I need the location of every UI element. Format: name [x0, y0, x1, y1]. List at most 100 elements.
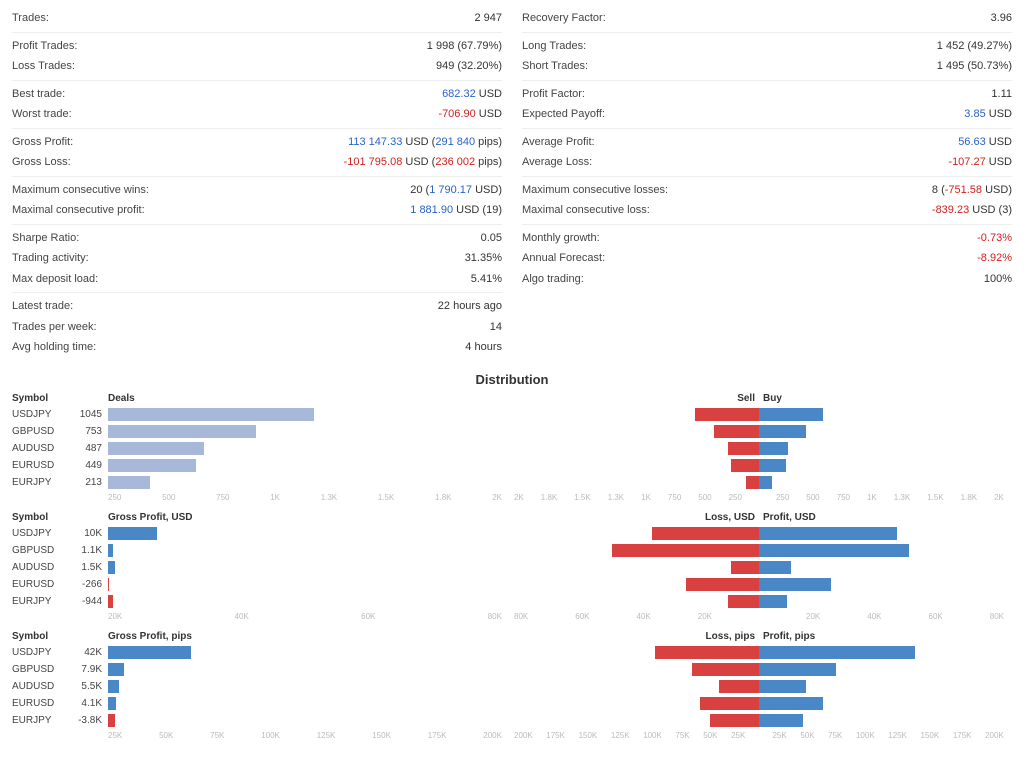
symbol-label: AUDUSD: [12, 681, 64, 692]
axis: 80K60K40K20K20K40K60K80K: [514, 612, 1004, 621]
stat-value: 14: [490, 319, 502, 336]
distribution-panel: SymbolDealsUSDJPY1045GBPUSD753AUDUSD487E…: [12, 393, 1012, 750]
stat-value: 20 (1 790.17 USD): [410, 182, 502, 199]
value-label: 5.5K: [64, 681, 108, 692]
bar: [108, 476, 150, 489]
stat-label: Avg holding time:: [12, 339, 96, 356]
chart-row: AUDUSD487: [12, 441, 502, 457]
bar-area: [108, 697, 502, 710]
bar-right: [759, 425, 806, 438]
bar-left: [728, 442, 759, 455]
stat-label: Trades:: [12, 10, 49, 27]
stat-row: Best trade:682.32 USD: [12, 80, 502, 105]
value-label: 753: [64, 426, 108, 437]
bar-right: [759, 595, 787, 608]
bar-area: [108, 459, 502, 472]
stat-row: Monthly growth:-0.73%: [522, 224, 1012, 249]
bar-right: [759, 697, 823, 710]
chart-row: AUDUSD5.5K: [12, 679, 502, 695]
bar-left: [710, 714, 759, 727]
value-label: -266: [64, 579, 108, 590]
stat-value: 949 (32.20%): [436, 58, 502, 75]
axis: 25K50K75K100K125K150K175K200K: [12, 731, 502, 740]
right-stats-column: Recovery Factor:3.96Long Trades:1 452 (4…: [522, 8, 1012, 358]
bar-right: [759, 663, 836, 676]
bar-area: [108, 680, 502, 693]
chart-header: Deals: [108, 393, 135, 404]
chart-row: EURJPY-944: [12, 594, 502, 610]
bar-area: [108, 544, 502, 557]
stat-value: 2 947: [474, 10, 502, 27]
bar-area: [108, 476, 502, 489]
stat-label: Annual Forecast:: [522, 250, 605, 267]
bar-left: [686, 578, 760, 591]
symbol-label: AUDUSD: [12, 562, 64, 573]
value-label: 213: [64, 477, 108, 488]
chart-header: Gross Profit, USD: [108, 512, 192, 523]
stat-value: -107.27 USD: [948, 154, 1012, 171]
bar-left: [714, 425, 759, 438]
bar-area: [108, 408, 502, 421]
header-right: Buy: [759, 393, 1004, 404]
value-label: 42K: [64, 647, 108, 658]
bar-area: [108, 527, 502, 540]
chart-row: USDJPY10K: [12, 526, 502, 542]
diverging-row: [514, 458, 1004, 474]
left-charts: SymbolDealsUSDJPY1045GBPUSD753AUDUSD487E…: [12, 393, 502, 750]
symbol-label: GBPUSD: [12, 664, 64, 675]
stat-row: Average Loss: -107.27 USD: [522, 152, 1012, 173]
bar: [108, 527, 157, 540]
diverging-row: [514, 594, 1004, 610]
axis: 2505007501K1.3K1.5K1.8K2K: [12, 493, 502, 502]
bar: [108, 680, 119, 693]
header-right: Profit, USD: [759, 512, 1004, 523]
stat-label: Latest trade:: [12, 298, 73, 315]
bar: [108, 697, 116, 710]
stat-value: 5.41%: [471, 271, 502, 288]
stat-row: Expected Payoff:3.85 USD: [522, 104, 1012, 125]
stat-row: Trades: 2 947: [12, 8, 502, 29]
value-label: 449: [64, 460, 108, 471]
stat-label: Gross Profit:: [12, 134, 73, 151]
chart-row: EURJPY213: [12, 475, 502, 491]
stat-label: Trading activity:: [12, 250, 89, 267]
stat-label: Average Profit:: [522, 134, 595, 151]
diverging-row: [514, 577, 1004, 593]
chart-block: SymbolGross Profit, pipsUSDJPY42KGBPUSD7…: [12, 631, 502, 740]
symbol-label: AUDUSD: [12, 443, 64, 454]
stat-value: 1 495 (50.73%): [937, 58, 1012, 75]
bar: [108, 442, 204, 455]
stat-label: Average Loss:: [522, 154, 592, 171]
stat-row: Gross Loss:-101 795.08 USD (236 002 pips…: [12, 152, 502, 173]
stat-value: -839.23 USD (3): [932, 202, 1012, 219]
bar-left: [719, 680, 759, 693]
value-label: 7.9K: [64, 664, 108, 675]
right-charts: SellBuy2K1.8K1.5K1.3K1K75050025025050075…: [514, 393, 1004, 750]
diverging-row: [514, 645, 1004, 661]
bar-right: [759, 578, 831, 591]
chart-row: GBPUSD7.9K: [12, 662, 502, 678]
stat-label: Maximal consecutive profit:: [12, 202, 145, 219]
stat-value: 8 (-751.58 USD): [932, 182, 1012, 199]
stat-row: Short Trades: 1 495 (50.73%): [522, 56, 1012, 77]
value-label: 1045: [64, 409, 108, 420]
symbol-label: USDJPY: [12, 409, 64, 420]
stat-label: Short Trades:: [522, 58, 588, 75]
diverging-row: [514, 662, 1004, 678]
value-label: 1.1K: [64, 545, 108, 556]
stats-panel: Trades: 2 947 Profit Trades:1 998 (67.79%)…: [12, 8, 1012, 358]
axis: 200K175K150K125K100K75K50K25K25K50K75K10…: [514, 731, 1004, 740]
stat-row: Recovery Factor:3.96: [522, 8, 1012, 29]
diverging-row: [514, 441, 1004, 457]
stat-row: Maximal consecutive loss:-839.23 USD (3): [522, 200, 1012, 221]
value-label: 1.5K: [64, 562, 108, 573]
stat-row: Profit Trades:1 998 (67.79%): [12, 32, 502, 57]
stat-value: 1 452 (49.27%): [937, 38, 1012, 55]
stat-label: Gross Loss:: [12, 154, 71, 171]
stat-value: -8.92%: [977, 250, 1012, 267]
stat-label: Profit Trades:: [12, 38, 77, 55]
stat-row: Loss Trades:949 (32.20%): [12, 56, 502, 77]
bar-left: [692, 663, 759, 676]
bar-area: [108, 425, 502, 438]
diverging-chart: Loss, pipsProfit, pips200K175K150K125K10…: [514, 631, 1004, 740]
